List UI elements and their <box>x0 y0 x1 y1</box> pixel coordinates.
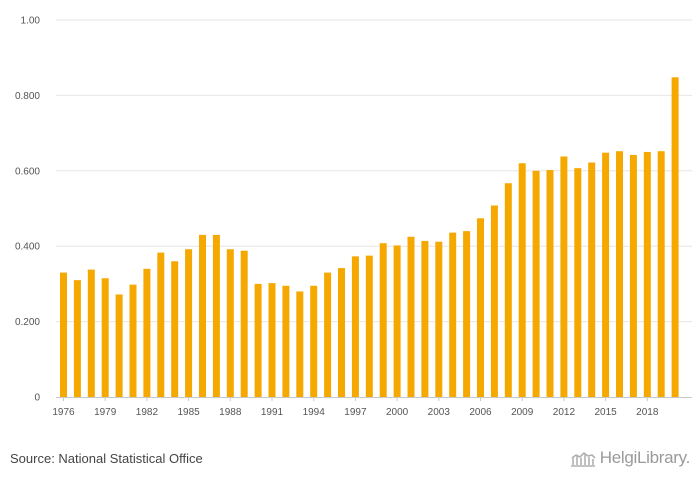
bar-2004 <box>449 232 457 397</box>
x-tick-label: 2018 <box>636 407 659 418</box>
y-tick-label: 0.400 <box>15 242 40 253</box>
x-tick-label: 2012 <box>553 407 576 418</box>
bar-1991 <box>268 283 276 397</box>
bar-1988 <box>226 249 234 397</box>
bar-2008 <box>504 183 512 397</box>
bar-1989 <box>240 250 248 397</box>
y-tick-label: 1.00 <box>21 16 41 27</box>
y-tick-label: 0.600 <box>15 166 40 177</box>
bar-2019 <box>657 151 665 397</box>
bar-2005 <box>463 231 471 397</box>
bar-1992 <box>282 285 290 397</box>
x-tick-label: 1976 <box>52 407 75 418</box>
bar-2011 <box>546 170 554 397</box>
bar-1993 <box>296 291 304 397</box>
bar-2003 <box>435 241 443 397</box>
bar-2015 <box>602 152 610 397</box>
bar-1987 <box>212 234 220 397</box>
bar-2020 <box>671 77 679 397</box>
logo-text: HelgiLibrary. <box>599 448 691 467</box>
bar-2002 <box>421 240 429 397</box>
x-tick-label: 1979 <box>94 407 117 418</box>
bars <box>60 77 679 397</box>
bar-1986 <box>199 234 206 397</box>
bar-1994 <box>310 285 318 397</box>
source-note: Source: National Statistical Office <box>10 451 203 466</box>
bar-1981 <box>129 284 137 397</box>
x-tick-label: 2006 <box>469 407 492 418</box>
bar-1979 <box>101 278 109 397</box>
bar-2018 <box>643 151 651 397</box>
x-tick-label: 2009 <box>511 407 534 418</box>
bar-1983 <box>157 252 165 397</box>
bar-2007 <box>490 205 498 397</box>
x-tick-label: 1988 <box>219 407 242 418</box>
x-axis: 1976 1979 1982 1985 1988 1991 1994 1997 2000 2003… <box>52 397 692 418</box>
bar-1995 <box>324 272 332 397</box>
bar-1990 <box>254 283 262 397</box>
bar-1998 <box>365 255 373 397</box>
y-tick-label: 0.200 <box>15 317 40 328</box>
x-tick-label: 2003 <box>428 407 451 418</box>
bar-1980 <box>115 294 123 397</box>
x-tick-label: 1994 <box>303 407 326 418</box>
y-tick-label: 0.800 <box>15 91 40 102</box>
bar-1984 <box>171 261 179 397</box>
footer: Source: National Statistical Office Helg… <box>0 448 700 483</box>
bar-2016 <box>616 151 623 397</box>
x-tick-label: 2015 <box>594 407 617 418</box>
y-tick-label: 0 <box>34 393 40 404</box>
bar-1997 <box>351 256 359 397</box>
gridlines <box>56 19 692 323</box>
bar-1985 <box>185 249 193 397</box>
helgilibrary-logo: HelgiLibrary. <box>570 448 690 468</box>
x-tick-label: 2000 <box>386 407 409 418</box>
bar-1999 <box>379 243 387 397</box>
bar-2014 <box>588 162 596 397</box>
x-tick-label: 1985 <box>177 407 200 418</box>
bar-1982 <box>143 268 151 397</box>
bar-2009 <box>518 163 526 397</box>
bar-2010 <box>532 170 540 397</box>
x-tick-label: 1982 <box>136 407 159 418</box>
library-building-icon <box>570 451 596 467</box>
bar-1978 <box>87 269 95 397</box>
bar-2006 <box>477 218 484 397</box>
bar-2000 <box>393 245 401 397</box>
bar-1976 <box>60 272 67 397</box>
bar-2013 <box>574 168 582 397</box>
y-axis: 0 0.200 0.400 0.600 0.800 1.00 <box>15 16 40 404</box>
bar-2001 <box>407 236 415 397</box>
bar-2017 <box>629 154 637 397</box>
bar-1977 <box>73 280 81 397</box>
x-tick-label: 1997 <box>344 407 367 418</box>
x-tick-label: 1991 <box>261 407 284 418</box>
bar-1996 <box>338 268 345 397</box>
bar-2012 <box>560 156 568 397</box>
